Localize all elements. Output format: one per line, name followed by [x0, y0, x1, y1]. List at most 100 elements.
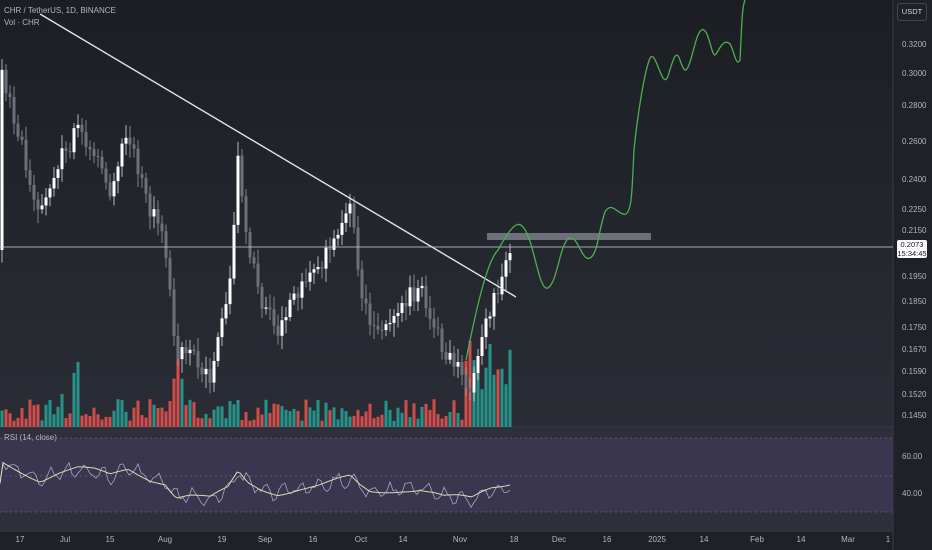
volume-bar: [28, 399, 32, 427]
volume-bar: [0, 410, 4, 427]
candle-body: [492, 292, 496, 317]
volume-bar: [144, 417, 148, 427]
volume-bar: [80, 415, 84, 427]
candle-body: [320, 266, 324, 269]
volume-bar: [368, 403, 372, 427]
volume-bar: [436, 414, 440, 427]
volume-bar: [416, 418, 420, 427]
volume-bar: [164, 411, 168, 427]
volume-bar: [176, 341, 180, 427]
volume-bar: [388, 409, 392, 427]
volume-bar: [40, 420, 44, 427]
volume-bar: [8, 413, 12, 427]
volume-bar: [156, 408, 160, 427]
volume-bar: [316, 400, 320, 427]
volume-bar: [36, 404, 40, 427]
candle-body: [20, 136, 24, 140]
candle-body: [376, 325, 380, 330]
volume-bar: [200, 418, 204, 427]
candle-body: [420, 285, 424, 289]
volume-bar: [276, 404, 280, 427]
candle-body: [172, 289, 176, 336]
candle-body: [504, 260, 508, 277]
volume-bar: [76, 361, 80, 427]
candle-body: [380, 329, 384, 331]
volume-bar: [484, 367, 488, 427]
volume-bar: [208, 418, 212, 427]
price-label: 0.1950: [902, 272, 927, 281]
current-price-tag: 0.2073 15:34:45: [897, 240, 927, 258]
candle-body: [140, 174, 144, 179]
resistance-zone[interactable]: [487, 233, 651, 240]
candle-body: [80, 124, 84, 132]
candle-body: [448, 352, 452, 360]
volume-bar: [188, 399, 192, 427]
time-label: 14: [699, 535, 709, 544]
volume-bar: [428, 409, 432, 427]
price-label: 0.1450: [902, 411, 927, 420]
volume-bar: [196, 417, 200, 427]
candle-body: [68, 151, 72, 153]
volume-bar: [216, 406, 220, 427]
volume-bar: [284, 409, 288, 427]
volume-bar: [32, 405, 36, 427]
candle-body: [332, 238, 336, 250]
candle-body: [188, 349, 192, 354]
candle-body: [112, 181, 116, 197]
candle-body: [120, 143, 124, 167]
volume-bar: [508, 349, 512, 427]
volume-bar: [488, 343, 492, 427]
candle-body: [344, 213, 348, 223]
candle-body: [108, 182, 112, 197]
candle-body: [224, 304, 228, 319]
time-label: Dec: [551, 535, 567, 544]
candle-body: [0, 69, 4, 250]
candle-body: [392, 316, 396, 323]
volume-bar: [220, 406, 224, 427]
volume-bar: [16, 417, 20, 427]
volume-bar: [272, 403, 276, 427]
time-label: Nov: [452, 535, 468, 544]
candle-body: [44, 197, 48, 206]
candle-body: [4, 69, 8, 94]
descending-trendline[interactable]: [39, 13, 517, 298]
candle-body: [368, 303, 372, 326]
candle-body: [268, 307, 272, 310]
candle-body: [60, 148, 64, 170]
volume-bar: [224, 418, 228, 427]
candle-body: [156, 209, 160, 224]
volume-bar: [432, 399, 436, 427]
candle-body: [84, 131, 88, 148]
volume-bar: [92, 407, 96, 427]
candle-body: [152, 209, 156, 217]
projected-price-path[interactable]: [465, 0, 746, 361]
volume-bar: [20, 407, 24, 427]
candle-body: [352, 203, 356, 228]
candle-body: [104, 168, 108, 183]
time-label: Sep: [257, 535, 273, 544]
volume-bar: [312, 410, 316, 427]
candle-body: [36, 199, 40, 210]
candle-body: [508, 253, 512, 261]
candle-body: [280, 320, 284, 336]
candle-body: [132, 144, 136, 149]
candle-body: [264, 307, 268, 309]
candle-body: [384, 324, 388, 331]
time-label: 2025: [648, 535, 666, 544]
volume-bar: [172, 378, 176, 427]
volume-bar: [244, 412, 248, 427]
candle-body: [364, 298, 368, 304]
volume-bar: [340, 408, 344, 427]
time-label: 16: [308, 535, 318, 544]
candle-body: [148, 193, 152, 217]
candle-body: [184, 347, 188, 354]
volume-bar: [12, 420, 16, 427]
currency-button[interactable]: USDT: [897, 3, 927, 21]
candle-body: [300, 281, 304, 298]
candle-body: [28, 170, 32, 185]
price-label: 0.2250: [902, 205, 927, 214]
volume-bar: [236, 399, 240, 427]
candle-body: [324, 247, 328, 269]
candle-body: [328, 247, 332, 250]
